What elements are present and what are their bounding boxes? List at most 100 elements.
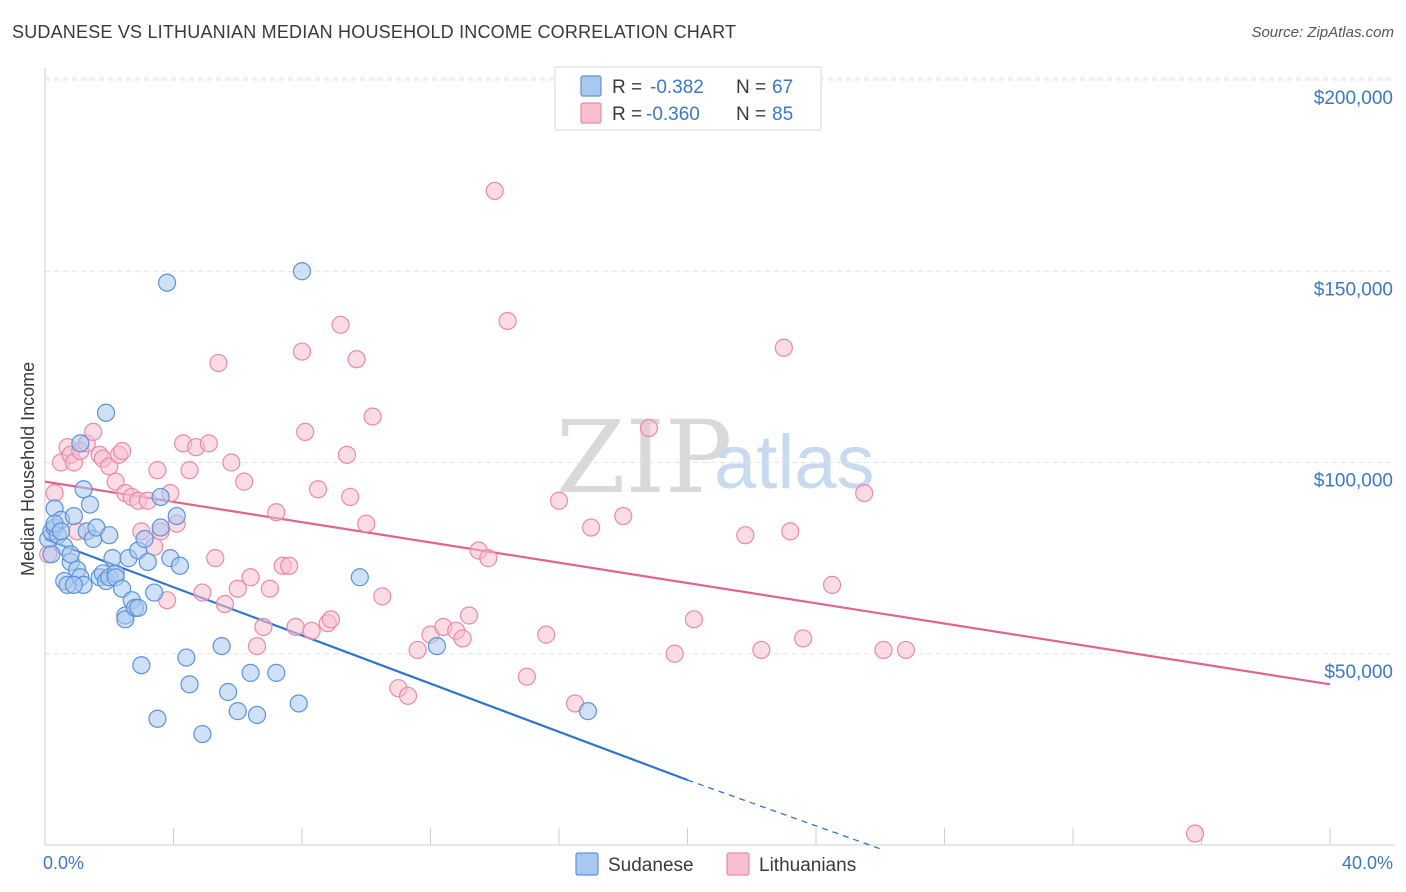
chart-source: Source: ZipAtlas.com — [1251, 24, 1394, 41]
x-tick-label-max: 40.0% — [1342, 853, 1393, 873]
point-lithuanians-38 — [241, 568, 260, 587]
y-tick-label-1: $100,000 — [1314, 471, 1393, 492]
point-lithuanians-87 — [874, 640, 893, 660]
point-lithuanians-73 — [549, 491, 569, 510]
point-lithuanians-48 — [302, 621, 321, 640]
point-sudanese-45 — [157, 273, 177, 292]
point-sudanese-24 — [96, 403, 116, 422]
point-sudanese-52 — [212, 636, 231, 656]
legend-swatch-sudanese — [580, 75, 602, 97]
point-lithuanians-49 — [308, 480, 328, 499]
x-tick-label-min: 0.0% — [43, 853, 84, 873]
point-sudanese-60 — [350, 568, 369, 587]
legend-r-label-1: R = — [612, 104, 642, 125]
legend: R = -0.382 N = 67 R = -0.360 N = 85 — [554, 66, 822, 131]
data-points — [39, 181, 1205, 843]
legend-n-label-1: N = — [736, 104, 766, 125]
y-axis-label: Median Household Income — [18, 362, 38, 576]
point-lithuanians-41 — [260, 579, 279, 598]
point-lithuanians-42 — [267, 503, 286, 522]
y-tick-label-3: $200,000 — [1314, 88, 1393, 109]
point-sudanese-16 — [74, 480, 93, 499]
point-sudanese-11 — [64, 506, 84, 526]
point-sudanese-44 — [151, 487, 170, 507]
point-sudanese-50 — [180, 675, 199, 694]
point-sudanese-59 — [292, 262, 312, 281]
point-lithuanians-89 — [1185, 824, 1205, 843]
point-lithuanians-56 — [357, 514, 376, 533]
point-sudanese-53 — [219, 682, 238, 702]
point-lithuanians-78 — [665, 644, 684, 663]
point-lithuanians-84 — [794, 629, 813, 648]
legend-r-label-0: R = — [612, 77, 642, 98]
legend-r-value-0: -0.382 — [650, 77, 704, 98]
point-lithuanians-55 — [347, 350, 366, 369]
point-sudanese-65 — [51, 522, 71, 541]
point-lithuanians-88 — [896, 640, 916, 660]
point-lithuanians-44 — [280, 556, 299, 575]
point-lithuanians-54 — [341, 487, 360, 507]
point-sudanese-41 — [145, 583, 164, 602]
bottom-legend-label-sudanese: Sudanese — [608, 855, 694, 876]
point-sudanese-39 — [135, 529, 154, 549]
point-lithuanians-83 — [781, 522, 800, 541]
legend-r-value-1: -0.360 — [646, 104, 700, 125]
point-sudanese-10 — [61, 545, 80, 564]
point-sudanese-63 — [42, 545, 61, 564]
point-lithuanians-68 — [479, 549, 498, 568]
point-sudanese-18 — [80, 495, 100, 514]
point-lithuanians-39 — [247, 636, 267, 656]
y-tick-label-2: $150,000 — [1314, 279, 1393, 300]
chart-title: SUDANESE VS LITHUANIAN MEDIAN HOUSEHOLD … — [12, 22, 737, 42]
point-lithuanians-71 — [517, 667, 536, 686]
point-lithuanians-82 — [774, 338, 793, 357]
point-sudanese-66 — [64, 575, 84, 595]
point-lithuanians-75 — [582, 518, 601, 537]
point-lithuanians-46 — [292, 342, 312, 361]
legend-n-value-0: 67 — [772, 77, 793, 98]
point-lithuanians-86 — [855, 484, 874, 503]
gridlines — [45, 77, 1395, 655]
point-lithuanians-31 — [199, 434, 218, 453]
trend-line-sudanese-extension — [687, 779, 881, 850]
point-lithuanians-40 — [254, 617, 273, 637]
point-sudanese-49 — [177, 648, 196, 667]
trend-line-lithuanians — [44, 480, 1331, 686]
bottom-legend-swatch-lithuanians — [726, 852, 750, 876]
point-sudanese-40 — [138, 552, 157, 572]
point-sudanese-57 — [267, 663, 286, 682]
bottom-legend-label-lithuanians: Lithuanians — [759, 855, 856, 876]
point-lithuanians-22 — [148, 461, 167, 480]
point-lithuanians-60 — [398, 686, 418, 705]
point-sudanese-38 — [132, 656, 151, 675]
y-tick-label-0: $50,000 — [1324, 662, 1393, 683]
point-sudanese-58 — [289, 694, 308, 713]
point-sudanese-42 — [148, 709, 167, 728]
bottom-legend: Sudanese Lithuanians — [575, 852, 856, 876]
point-lithuanians-32 — [206, 549, 225, 568]
point-lithuanians-47 — [296, 422, 315, 441]
point-sudanese-27 — [103, 549, 122, 568]
point-lithuanians-34 — [215, 594, 234, 614]
point-lithuanians-69 — [485, 181, 504, 201]
point-sudanese-51 — [193, 724, 212, 744]
point-lithuanians-81 — [752, 640, 771, 660]
watermark-zip: ZIP — [556, 399, 732, 516]
point-lithuanians-72 — [537, 625, 556, 644]
point-lithuanians-76 — [614, 506, 633, 526]
point-sudanese-61 — [427, 636, 447, 656]
point-lithuanians-9 — [84, 422, 103, 441]
point-sudanese-25 — [100, 526, 119, 545]
point-lithuanians-66 — [459, 606, 479, 625]
point-sudanese-48 — [167, 506, 186, 526]
point-sudanese-55 — [241, 663, 260, 682]
point-lithuanians-45 — [286, 617, 305, 637]
point-lithuanians-36 — [228, 579, 247, 598]
point-sudanese-54 — [228, 702, 247, 721]
point-lithuanians-53 — [337, 445, 357, 464]
trend-lines — [44, 480, 1331, 850]
point-lithuanians-79 — [684, 610, 704, 629]
y-tick-labels: $50,000 $100,000 $150,000 $200,000 — [1314, 88, 1393, 683]
point-lithuanians-77 — [639, 418, 659, 438]
